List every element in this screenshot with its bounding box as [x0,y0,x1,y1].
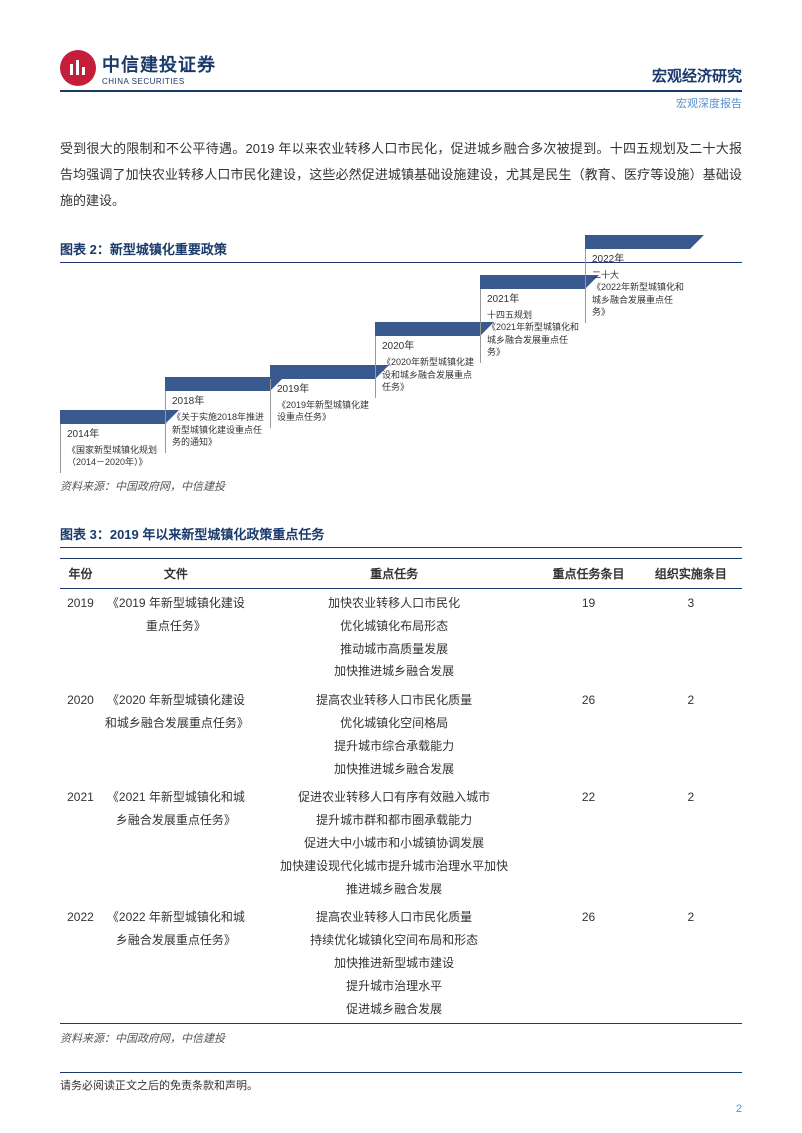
cell-year: 2022 [60,903,101,1023]
cell-year: 2019 [60,589,101,687]
cell-org: 2 [640,903,742,1023]
logo-text-en: CHINA SECURITIES [102,77,216,86]
cell-count: 26 [537,686,639,783]
stair-text: 十四五规划《2021年新型城镇化和城乡融合发展重点任务》 [487,309,581,359]
stair-text: 二十大《2022年新型城镇化和城乡融合发展重点任务》 [592,269,686,319]
page-number: 2 [736,1103,742,1115]
stair-year: 2022年 [592,253,686,267]
th-task: 重点任务 [251,559,537,589]
header-title: 宏观经济研究 [652,65,742,86]
stair-step-3: 2020年《2020年新型城镇化建设和城乡融合发展重点任务》 [375,322,480,398]
subheader: 宏观深度报告 [60,95,742,111]
stair-text: 《2019年新型城镇化建设重点任务》 [277,399,371,424]
page-header: 中信建投证券 CHINA SECURITIES 宏观经济研究 [60,50,742,92]
figure3-title: 图表 3：2019 年以来新型城镇化政策重点任务 [60,524,742,548]
footer: 请务必阅读正文之后的免责条款和声明。 [60,1072,742,1093]
th-org: 组织实施条目 [640,559,742,589]
figure3-source: 资料来源：中国政府网，中信建投 [60,1030,742,1046]
cell-tasks: 提高农业转移人口市民化质量持续优化城镇化空间布局和形态加快推进新型城市建设提升城… [251,903,537,1023]
body-paragraph: 受到很大的限制和不公平待遇。2019 年以来农业转移人口市民化，促进城乡融合多次… [60,136,742,214]
logo-block: 中信建投证券 CHINA SECURITIES [60,50,216,86]
figure2-source: 资料来源：中国政府网，中信建投 [60,478,742,494]
cell-tasks: 促进农业转移人口有序有效融入城市提升城市群和都市圈承载能力促进大中小城市和小城镇… [251,783,537,903]
stair-year: 2019年 [277,383,371,397]
th-doc: 文件 [101,559,251,589]
cell-doc: 《2019 年新型城镇化建设重点任务》 [101,589,251,687]
table-row: 2019《2019 年新型城镇化建设重点任务》加快农业转移人口市民化优化城镇化布… [60,589,742,687]
stair-year: 2014年 [67,428,161,442]
cell-count: 19 [537,589,639,687]
stair-year: 2020年 [382,340,476,354]
cell-count: 26 [537,903,639,1023]
stair-text: 《关于实施2018年推进新型城镇化建设重点任务的通知》 [172,411,266,449]
cell-tasks: 加快农业转移人口市民化优化城镇化布局形态推动城市高质量发展加快推进城乡融合发展 [251,589,537,687]
cell-tasks: 提高农业转移人口市民化质量优化城镇化空间格局提升城市综合承载能力加快推进城乡融合… [251,686,537,783]
stair-text: 《国家新型城镇化规划（2014－2020年）》 [67,444,161,469]
table-row: 2020《2020 年新型城镇化建设和城乡融合发展重点任务》提高农业转移人口市民… [60,686,742,783]
cell-doc: 《2022 年新型城镇化和城乡融合发展重点任务》 [101,903,251,1023]
cell-org: 3 [640,589,742,687]
policy-table: 年份 文件 重点任务 重点任务条目 组织实施条目 2019《2019 年新型城镇… [60,558,742,1024]
stair-chart: 2014年《国家新型城镇化规划（2014－2020年）》2018年《关于实施20… [60,273,742,473]
stair-year: 2018年 [172,395,266,409]
cell-org: 2 [640,686,742,783]
stair-step-1: 2018年《关于实施2018年推进新型城镇化建设重点任务的通知》 [165,377,270,453]
stair-step-4: 2021年十四五规划《2021年新型城镇化和城乡融合发展重点任务》 [480,275,585,363]
cell-year: 2021 [60,783,101,903]
cell-doc: 《2020 年新型城镇化建设和城乡融合发展重点任务》 [101,686,251,783]
cell-count: 22 [537,783,639,903]
stair-text: 《2020年新型城镇化建设和城乡融合发展重点任务》 [382,356,476,394]
stair-step-5: 2022年二十大《2022年新型城镇化和城乡融合发展重点任务》 [585,235,690,323]
cell-doc: 《2021 年新型城镇化和城乡融合发展重点任务》 [101,783,251,903]
footer-disclaimer: 请务必阅读正文之后的免责条款和声明。 [60,1072,742,1093]
th-count: 重点任务条目 [537,559,639,589]
table-row: 2022《2022 年新型城镇化和城乡融合发展重点任务》提高农业转移人口市民化质… [60,903,742,1023]
th-year: 年份 [60,559,101,589]
logo-icon [60,50,96,86]
cell-org: 2 [640,783,742,903]
stair-year: 2021年 [487,293,581,307]
stair-step-2: 2019年《2019年新型城镇化建设重点任务》 [270,365,375,428]
stair-step-0: 2014年《国家新型城镇化规划（2014－2020年）》 [60,410,165,473]
table-row: 2021《2021 年新型城镇化和城乡融合发展重点任务》促进农业转移人口有序有效… [60,783,742,903]
cell-year: 2020 [60,686,101,783]
logo-text-cn: 中信建投证券 [102,51,216,77]
